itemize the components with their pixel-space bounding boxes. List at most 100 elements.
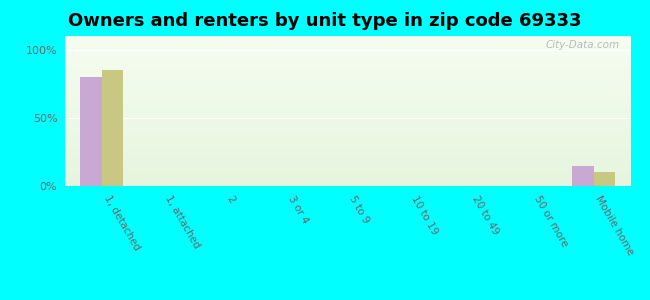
Bar bbox=[572, 166, 593, 186]
Bar bbox=[65, 87, 630, 88]
Bar bbox=[65, 147, 630, 148]
Bar bbox=[65, 152, 630, 153]
Bar bbox=[65, 78, 630, 80]
Bar bbox=[65, 96, 630, 98]
Bar bbox=[65, 110, 630, 111]
Bar bbox=[65, 142, 630, 144]
Bar bbox=[65, 134, 630, 135]
Bar bbox=[65, 40, 630, 42]
Bar bbox=[65, 50, 630, 51]
Bar bbox=[65, 138, 630, 140]
Bar bbox=[65, 82, 630, 84]
Bar bbox=[65, 118, 630, 120]
Bar bbox=[65, 180, 630, 182]
Bar bbox=[65, 124, 630, 126]
Bar bbox=[65, 178, 630, 180]
Bar bbox=[65, 176, 630, 177]
Bar bbox=[65, 174, 630, 176]
Bar bbox=[65, 141, 630, 142]
Bar bbox=[65, 74, 630, 75]
Bar bbox=[65, 39, 630, 40]
Bar bbox=[65, 100, 630, 102]
Bar bbox=[65, 129, 630, 130]
Bar bbox=[65, 177, 630, 178]
Bar bbox=[65, 52, 630, 54]
Bar bbox=[65, 54, 630, 56]
Bar bbox=[65, 46, 630, 48]
Bar bbox=[65, 84, 630, 86]
Bar bbox=[65, 160, 630, 162]
Bar bbox=[65, 150, 630, 152]
Bar bbox=[65, 126, 630, 128]
Bar bbox=[65, 85, 630, 87]
Bar bbox=[65, 80, 630, 81]
Bar bbox=[65, 90, 630, 92]
Bar bbox=[65, 68, 630, 69]
Bar bbox=[65, 61, 630, 63]
Bar bbox=[65, 66, 630, 68]
Bar bbox=[65, 164, 630, 165]
Bar bbox=[65, 159, 630, 160]
Bar bbox=[65, 106, 630, 108]
Bar bbox=[65, 116, 630, 117]
Bar bbox=[65, 168, 630, 170]
Bar bbox=[65, 130, 630, 132]
Bar bbox=[65, 99, 630, 100]
Bar bbox=[65, 182, 630, 183]
Bar bbox=[65, 162, 630, 164]
Bar bbox=[65, 94, 630, 96]
Text: Owners and renters by unit type in zip code 69333: Owners and renters by unit type in zip c… bbox=[68, 12, 582, 30]
Bar bbox=[65, 167, 630, 168]
Bar bbox=[65, 158, 630, 159]
Bar bbox=[65, 128, 630, 129]
Bar bbox=[65, 88, 630, 90]
Bar bbox=[65, 171, 630, 172]
Bar bbox=[65, 44, 630, 45]
Bar bbox=[65, 42, 630, 44]
Bar bbox=[65, 69, 630, 70]
Bar bbox=[65, 58, 630, 60]
Bar bbox=[65, 60, 630, 61]
Bar bbox=[65, 108, 630, 110]
Bar bbox=[65, 154, 630, 156]
Bar bbox=[65, 120, 630, 122]
Bar bbox=[65, 51, 630, 52]
Bar bbox=[65, 153, 630, 154]
Bar bbox=[65, 140, 630, 141]
Bar bbox=[65, 165, 630, 166]
Bar bbox=[65, 70, 630, 72]
Bar bbox=[65, 123, 630, 124]
Bar bbox=[65, 38, 630, 39]
Bar bbox=[65, 132, 630, 134]
Bar bbox=[593, 172, 615, 186]
Bar bbox=[65, 111, 630, 112]
Bar bbox=[65, 122, 630, 123]
Bar bbox=[65, 45, 630, 46]
Bar bbox=[65, 93, 630, 94]
Bar bbox=[65, 148, 630, 150]
Bar bbox=[65, 56, 630, 57]
Bar bbox=[65, 48, 630, 50]
Bar bbox=[65, 81, 630, 82]
Text: City-Data.com: City-Data.com bbox=[545, 40, 619, 50]
Bar bbox=[65, 114, 630, 116]
Bar bbox=[65, 63, 630, 64]
Bar bbox=[65, 57, 630, 58]
Bar bbox=[65, 144, 630, 146]
Bar bbox=[65, 169, 630, 171]
Bar bbox=[65, 98, 630, 99]
Bar bbox=[65, 102, 630, 104]
Bar bbox=[65, 135, 630, 136]
Bar bbox=[81, 77, 102, 186]
Bar bbox=[65, 92, 630, 93]
Bar bbox=[65, 136, 630, 138]
Bar bbox=[65, 75, 630, 76]
Bar bbox=[65, 105, 630, 106]
Bar bbox=[65, 184, 630, 186]
Bar bbox=[102, 70, 124, 186]
Bar bbox=[65, 112, 630, 114]
Bar bbox=[65, 146, 630, 147]
Bar bbox=[65, 117, 630, 118]
Bar bbox=[65, 172, 630, 174]
Bar bbox=[65, 103, 630, 105]
